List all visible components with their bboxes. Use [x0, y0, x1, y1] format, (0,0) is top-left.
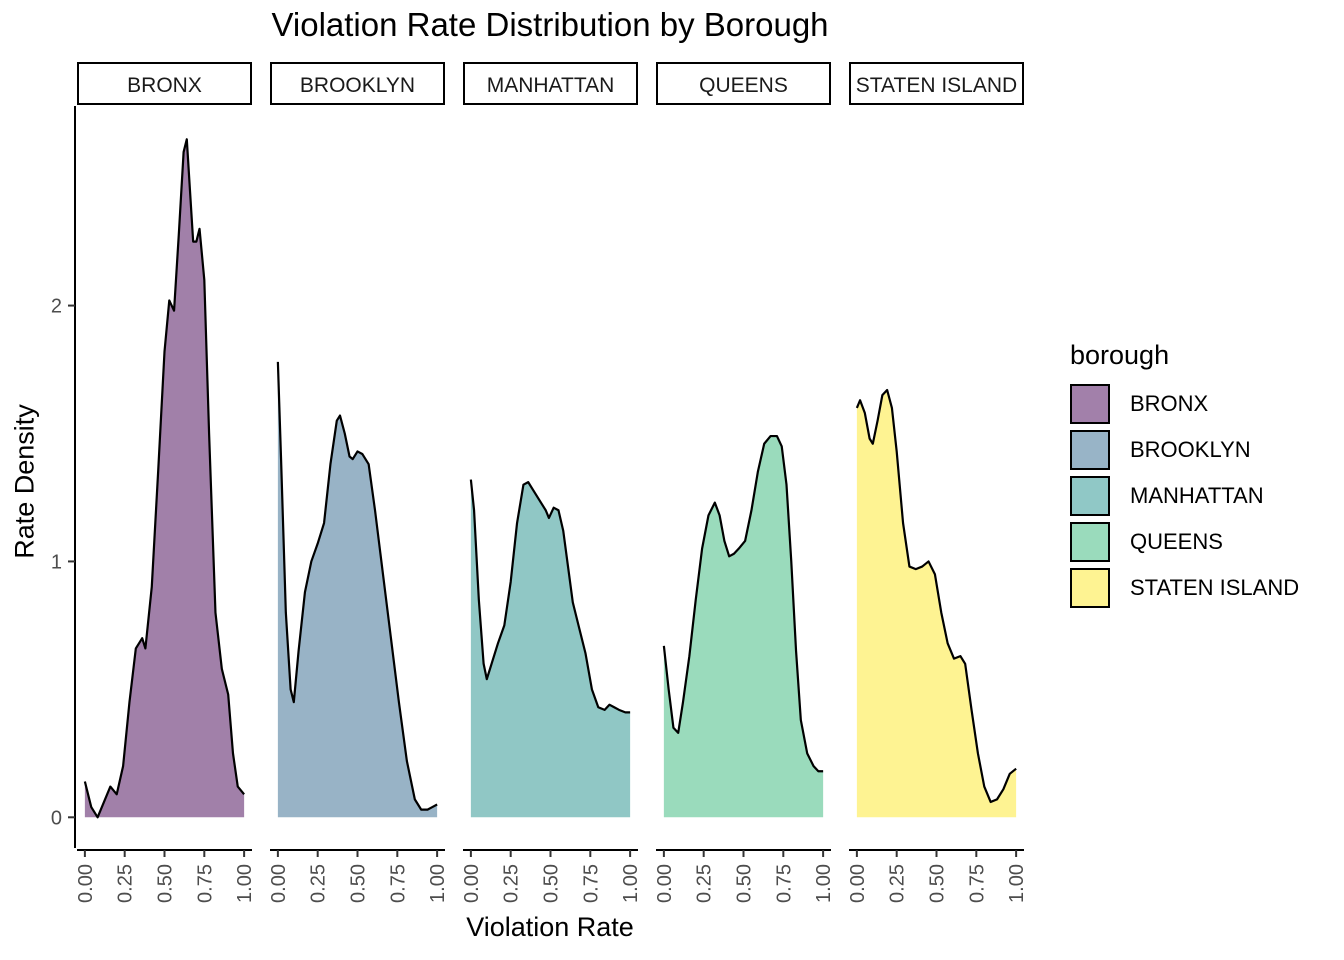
legend-item: BROOKLYN	[1070, 427, 1299, 473]
legend-item: QUEENS	[1070, 519, 1299, 565]
x-tick-label: 0.25	[308, 864, 330, 903]
x-tick-label: 0.00	[75, 864, 97, 903]
facet-strip-label: BRONX	[127, 74, 202, 97]
legend-title: borough	[1070, 340, 1170, 370]
x-tick-label: 0.75	[966, 864, 988, 903]
x-tick-label: 1.00	[620, 864, 642, 903]
density-line	[469, 479, 631, 714]
legend-item: STATEN ISLAND	[1070, 565, 1299, 611]
y-tick-label: 2	[51, 296, 62, 318]
density-area	[84, 139, 245, 818]
x-tick-label: 0.25	[115, 864, 137, 903]
facet-strip	[463, 62, 638, 105]
x-tick-label: 0.50	[348, 864, 370, 903]
legend-label: MANHATTAN	[1130, 483, 1264, 508]
x-tick-label: 0.00	[461, 864, 483, 903]
chart-title: Violation Rate Distribution by Borough	[271, 6, 829, 43]
x-tick-label: 0.50	[734, 864, 756, 903]
legend-key	[1070, 522, 1110, 562]
facet-strip-label: QUEENS	[699, 74, 788, 97]
x-tick-label: 1.00	[813, 864, 835, 903]
facet-strip-label: MANHATTAN	[487, 74, 615, 97]
x-tick-label: 0.50	[541, 864, 563, 903]
density-area	[856, 390, 1017, 818]
x-tick-label: 0.75	[387, 864, 409, 903]
density-line	[83, 138, 245, 819]
legend-label: BRONX	[1130, 391, 1209, 416]
x-tick-label: 0.50	[927, 864, 949, 903]
x-tick-label: 1.00	[1006, 864, 1028, 903]
x-tick-label: 0.75	[580, 864, 602, 903]
legend-item: MANHATTAN	[1070, 473, 1299, 519]
facet-strip	[656, 62, 831, 105]
x-tick-label: 0.00	[268, 864, 290, 903]
legend-items: BRONX BROOKLYN MANHATTAN QUEENS STATEN ISLAN…	[1070, 381, 1299, 611]
y-tick-label: 1	[51, 551, 62, 573]
facet-strip-label: STATEN ISLAND	[856, 74, 1017, 97]
x-tick-label: 1.00	[234, 864, 256, 903]
x-tick-label: 0.75	[194, 864, 216, 903]
x-tick-label: 0.00	[847, 864, 869, 903]
x-tick-label: 0.50	[155, 864, 177, 903]
density-area	[277, 361, 438, 818]
x-tick-label: 0.25	[694, 864, 716, 903]
x-tick-label: 0.25	[501, 864, 523, 903]
legend-label: BROOKLYN	[1130, 437, 1251, 462]
x-axis-label: Violation Rate	[466, 912, 634, 942]
legend-key	[1070, 476, 1110, 516]
x-tick-label: 1.00	[427, 864, 449, 903]
legend-item: BRONX	[1070, 381, 1299, 427]
y-tick-label: 0	[51, 807, 62, 829]
density-line	[276, 361, 438, 811]
facet-strip	[77, 62, 252, 105]
legend-label: QUEENS	[1130, 529, 1223, 554]
legend-key	[1070, 384, 1110, 424]
facet-strip-label: BROOKLYN	[300, 74, 415, 97]
x-tick-label: 0.00	[654, 864, 676, 903]
legend-label: STATEN ISLAND	[1130, 575, 1300, 600]
density-area	[663, 436, 824, 818]
density-line	[855, 388, 1017, 804]
x-tick-label: 0.75	[773, 864, 795, 903]
facet-strip	[270, 62, 445, 105]
legend-key	[1070, 430, 1110, 470]
x-tick-label: 0.25	[887, 864, 909, 903]
legend-key	[1070, 568, 1110, 608]
facet-strip	[849, 62, 1024, 105]
legend: borough BRONX BROOKLYN MANHATTAN QUEENS STAT…	[1070, 340, 1299, 611]
y-axis-label: Rate Density	[9, 404, 40, 559]
density-area	[470, 479, 631, 818]
density-line	[662, 434, 824, 773]
